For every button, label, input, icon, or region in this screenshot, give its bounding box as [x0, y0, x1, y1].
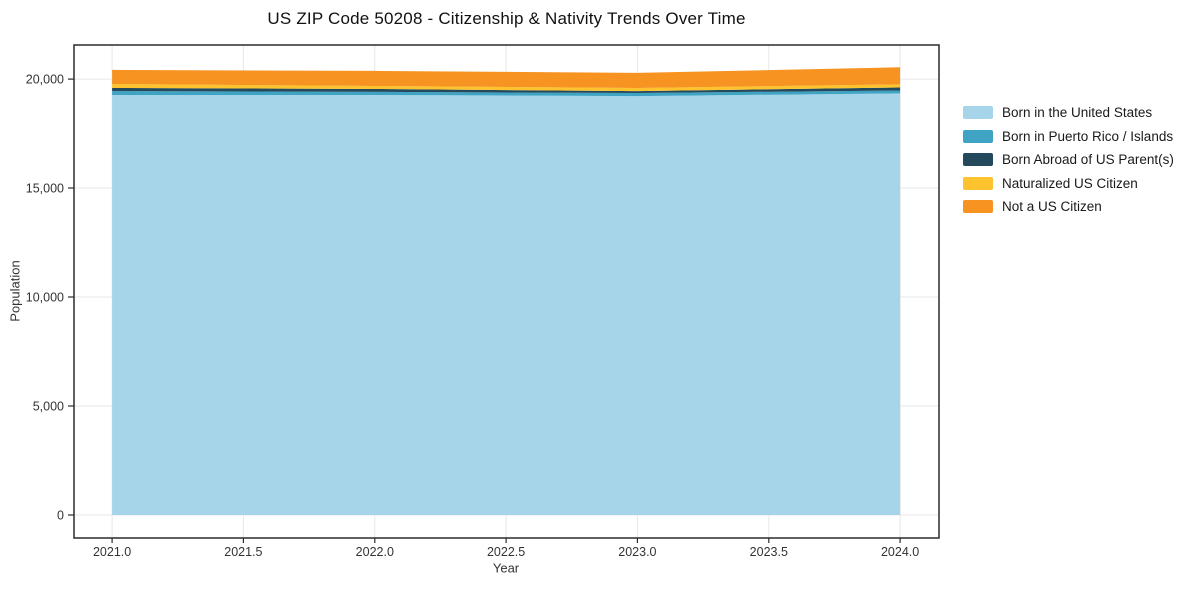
legend-item-born-in-puerto-rico-islands: Born in Puerto Rico / Islands [963, 128, 1174, 144]
y-tick-label: 15,000 [26, 182, 64, 196]
chart-title: US ZIP Code 50208 - Citizenship & Nativi… [267, 9, 746, 28]
legend-swatch [963, 106, 993, 119]
x-axis-label: Year [492, 560, 520, 576]
legend-swatch [963, 176, 993, 190]
y-tick-label: 0 [57, 509, 64, 523]
y-axis-label: Population [7, 260, 23, 322]
area-born-in-the-united-states [112, 93, 901, 516]
area-born-in-puerto-rico-islands [112, 90, 901, 97]
legend-label: Naturalized US Citizen [1002, 175, 1138, 191]
legend-label: Not a US Citizen [1002, 199, 1102, 214]
x-tick-label: 2022.5 [487, 545, 525, 559]
legend-swatch [963, 153, 993, 166]
legend-swatch [963, 200, 993, 213]
legend: Born in the United States Born in Puerto … [963, 105, 1174, 224]
legend-item-born-in-the-united-states: Born in the United States [963, 105, 1174, 120]
x-tick-label: 2024.0 [881, 545, 919, 559]
legend-item-naturalized-us-citizen: Naturalized US Citizen [963, 175, 1174, 191]
legend-label: Born in Puerto Rico / Islands [1002, 128, 1174, 144]
x-tick-label: 2021.5 [224, 545, 262, 559]
x-tick-label: 2023.5 [750, 545, 788, 559]
y-tick-label: 5,000 [33, 400, 64, 414]
legend-item-born-abroad-of-us-parent-s: Born Abroad of US Parent(s) [963, 152, 1174, 167]
y-tick-label: 10,000 [26, 291, 64, 305]
legend-swatch [963, 129, 993, 143]
x-tick-label: 2022.0 [356, 545, 394, 559]
area-not-a-us-citizen [112, 67, 901, 88]
x-tick-label: 2023.0 [618, 545, 656, 559]
legend-label: Born Abroad of US Parent(s) [1002, 152, 1174, 167]
area-naturalized-us-citizen [112, 84, 901, 92]
legend-label: Born in the United States [1002, 105, 1153, 120]
legend-item-not-a-us-citizen: Not a US Citizen [963, 199, 1174, 214]
y-tick-label: 20,000 [26, 73, 64, 87]
area-born-abroad-of-us-parent-s [112, 87, 901, 93]
x-tick-label: 2021.0 [93, 545, 131, 559]
